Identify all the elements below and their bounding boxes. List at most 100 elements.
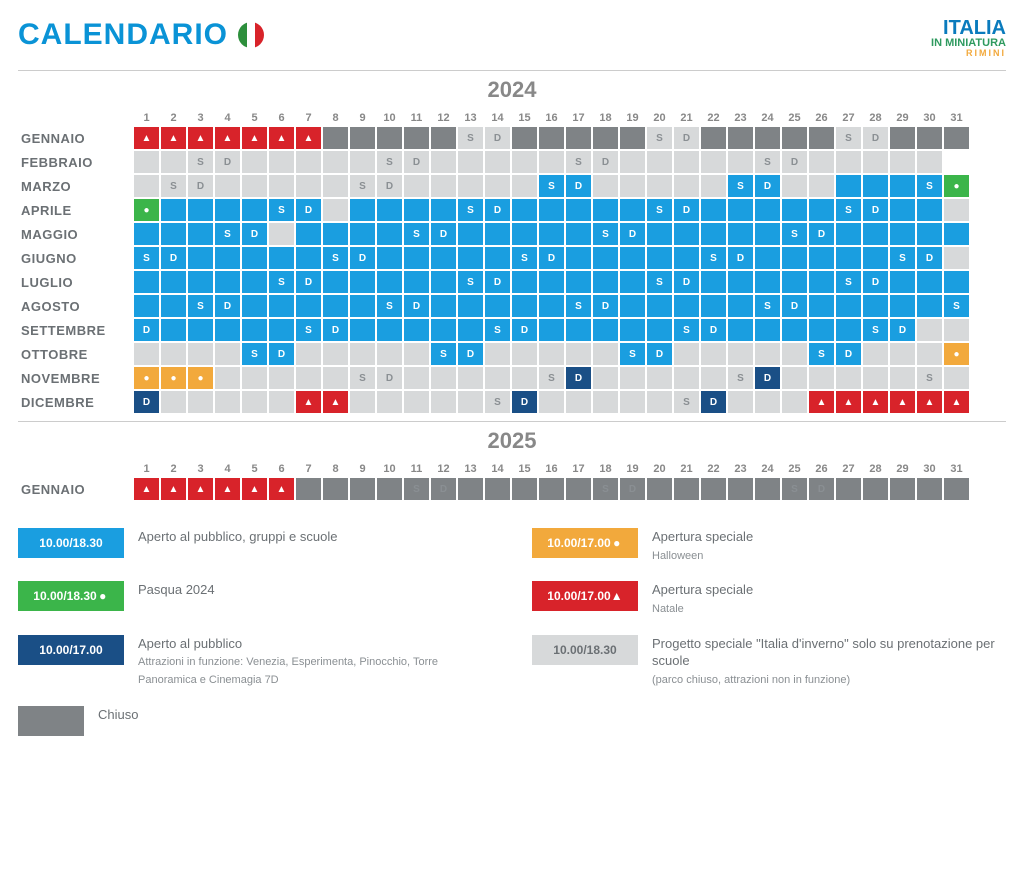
day-cell bbox=[242, 199, 267, 221]
day-cell: ▲ bbox=[161, 127, 186, 149]
day-cell bbox=[674, 295, 699, 317]
day-cell bbox=[242, 151, 267, 173]
day-cell: S bbox=[836, 199, 861, 221]
day-cell bbox=[323, 223, 348, 245]
legend-chip: 10.00/17.00 ● bbox=[532, 528, 638, 558]
day-cell: D bbox=[863, 127, 888, 149]
day-cell: ▲ bbox=[242, 127, 267, 149]
day-cell: ▲ bbox=[188, 478, 213, 500]
day-cell bbox=[647, 295, 672, 317]
legend-row: 10.00/18.30 ●Pasqua 2024 bbox=[18, 581, 492, 616]
day-cell: D bbox=[701, 391, 726, 413]
day-cell bbox=[674, 343, 699, 365]
day-cell bbox=[350, 199, 375, 221]
day-cell bbox=[323, 367, 348, 389]
day-cell bbox=[512, 151, 537, 173]
day-header: 13 bbox=[458, 111, 483, 125]
day-cell bbox=[458, 175, 483, 197]
day-cell bbox=[512, 199, 537, 221]
day-cell bbox=[134, 271, 159, 293]
day-cell bbox=[134, 295, 159, 317]
day-cell bbox=[836, 175, 861, 197]
day-cell bbox=[296, 175, 321, 197]
day-header: 27 bbox=[836, 111, 861, 125]
day-cell: D bbox=[620, 478, 645, 500]
day-cell bbox=[404, 343, 429, 365]
day-cell bbox=[161, 271, 186, 293]
day-cell bbox=[674, 151, 699, 173]
day-cell bbox=[782, 175, 807, 197]
day-header: 24 bbox=[755, 111, 780, 125]
day-cell bbox=[647, 151, 672, 173]
day-cell bbox=[836, 247, 861, 269]
day-cell: S bbox=[539, 175, 564, 197]
day-cell bbox=[323, 199, 348, 221]
day-cell bbox=[296, 247, 321, 269]
day-cell: D bbox=[377, 175, 402, 197]
day-cell: D bbox=[647, 343, 672, 365]
day-header: 30 bbox=[917, 462, 942, 476]
day-cell bbox=[863, 295, 888, 317]
day-cell bbox=[809, 175, 834, 197]
day-cell: D bbox=[566, 367, 591, 389]
day-cell bbox=[620, 391, 645, 413]
legend-desc: Aperto al pubblico, gruppi e scuole bbox=[138, 528, 337, 546]
day-cell bbox=[134, 223, 159, 245]
day-header: 11 bbox=[404, 111, 429, 125]
day-cell bbox=[944, 223, 969, 245]
day-cell: S bbox=[458, 199, 483, 221]
day-cell bbox=[431, 295, 456, 317]
day-cell: S bbox=[485, 391, 510, 413]
day-cell bbox=[350, 478, 375, 500]
day-cell bbox=[377, 127, 402, 149]
day-header: 1 bbox=[134, 111, 159, 125]
day-cell bbox=[944, 367, 969, 389]
day-cell bbox=[269, 223, 294, 245]
day-cell: S bbox=[404, 478, 429, 500]
day-header: 27 bbox=[836, 462, 861, 476]
day-cell: S bbox=[350, 175, 375, 197]
day-cell: D bbox=[728, 247, 753, 269]
day-cell bbox=[512, 271, 537, 293]
logo-line3: RIMINI bbox=[931, 49, 1006, 58]
month-label: GIUGNO bbox=[20, 247, 132, 269]
day-cell bbox=[242, 391, 267, 413]
day-cell: D bbox=[134, 319, 159, 341]
day-cell: D bbox=[296, 199, 321, 221]
day-cell: S bbox=[215, 223, 240, 245]
month-label: OTTOBRE bbox=[20, 343, 132, 365]
day-cell: D bbox=[674, 199, 699, 221]
calendar: 2024123456789101112131415161718192021222… bbox=[18, 70, 1006, 502]
day-cell bbox=[647, 367, 672, 389]
day-cell bbox=[485, 151, 510, 173]
month-label: AGOSTO bbox=[20, 295, 132, 317]
day-cell: D bbox=[485, 271, 510, 293]
day-cell bbox=[485, 295, 510, 317]
day-cell bbox=[782, 391, 807, 413]
day-cell bbox=[701, 127, 726, 149]
month-label: GENNAIO bbox=[20, 478, 132, 500]
day-cell bbox=[836, 319, 861, 341]
day-cell bbox=[674, 478, 699, 500]
day-cell bbox=[782, 247, 807, 269]
day-cell: S bbox=[539, 367, 564, 389]
day-cell bbox=[809, 151, 834, 173]
day-cell: S bbox=[350, 367, 375, 389]
month-label: MAGGIO bbox=[20, 223, 132, 245]
day-cell bbox=[377, 199, 402, 221]
day-cell bbox=[674, 223, 699, 245]
day-cell bbox=[917, 295, 942, 317]
legend-desc: Chiuso bbox=[98, 706, 138, 724]
day-cell bbox=[917, 199, 942, 221]
day-cell bbox=[485, 247, 510, 269]
day-cell: D bbox=[512, 319, 537, 341]
day-header: 3 bbox=[188, 111, 213, 125]
day-cell bbox=[647, 319, 672, 341]
day-header: 4 bbox=[215, 111, 240, 125]
day-cell: D bbox=[593, 151, 618, 173]
day-cell bbox=[701, 295, 726, 317]
month-label: DICEMBRE bbox=[20, 391, 132, 413]
day-cell: S bbox=[890, 247, 915, 269]
day-cell bbox=[404, 367, 429, 389]
day-cell bbox=[755, 199, 780, 221]
